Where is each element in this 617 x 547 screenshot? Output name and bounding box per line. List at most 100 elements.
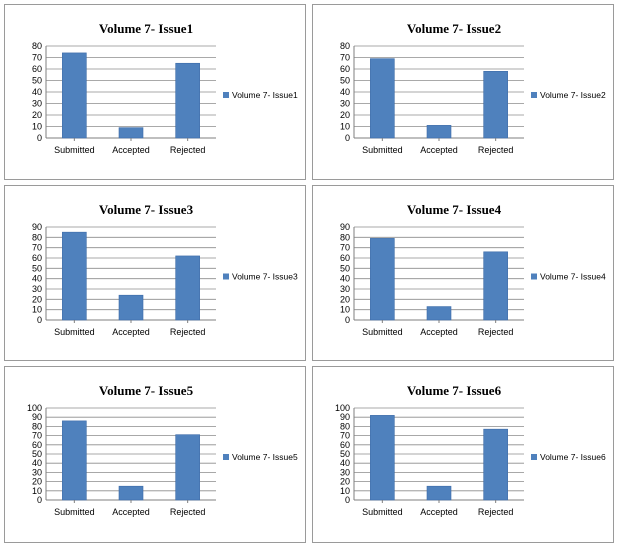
y-tick-label: 10 xyxy=(340,122,350,132)
legend-swatch xyxy=(223,273,229,280)
legend-label: Volume 7- Issue2 xyxy=(540,90,606,100)
chart-title: Volume 7- Issue4 xyxy=(407,202,502,217)
y-tick-label: 10 xyxy=(340,486,350,496)
y-tick-label: 30 xyxy=(340,467,350,477)
y-tick-label: 0 xyxy=(37,315,42,325)
x-tick-label: Accepted xyxy=(420,327,458,337)
y-tick-label: 70 xyxy=(32,53,42,63)
chart-title: Volume 7- Issue6 xyxy=(407,383,502,398)
y-tick-label: 10 xyxy=(340,305,350,315)
y-tick-label: 40 xyxy=(32,274,42,284)
y-tick-label: 90 xyxy=(32,222,42,232)
y-tick-label: 50 xyxy=(32,263,42,273)
bar-accepted xyxy=(426,485,452,501)
bar-accepted xyxy=(426,125,452,139)
chart-panel-4: Volume 7- Issue4 0 10 20 30 40 50 60 70 80 90 Submi… xyxy=(312,185,614,361)
x-tick-label: Rejected xyxy=(478,507,514,517)
y-tick-label: 50 xyxy=(340,449,350,459)
y-tick-label: 40 xyxy=(340,274,350,284)
bar-rejected xyxy=(175,434,200,501)
y-tick-label: 70 xyxy=(32,243,42,253)
x-tick-label: Rejected xyxy=(478,145,514,155)
chart-panel-5: Volume 7- Issue5 0 10 20 30 40 50 60 70 80 90 100 Su… xyxy=(4,366,306,543)
legend-label: Volume 7- Issue1 xyxy=(232,90,298,100)
bar-submitted xyxy=(62,420,87,501)
y-tick-label: 80 xyxy=(32,41,42,51)
x-tick-label: Rejected xyxy=(170,145,206,155)
y-tick-label: 10 xyxy=(32,486,42,496)
y-tick-label: 70 xyxy=(340,431,350,441)
bar-rejected xyxy=(175,62,200,139)
bar-accepted xyxy=(118,127,144,139)
x-tick-label: Accepted xyxy=(420,507,458,517)
chart-panel-1: Volume 7- Issue1 0 10 20 30 40 50 60 70 80 Submitt… xyxy=(4,4,306,180)
y-tick-label: 0 xyxy=(37,133,42,143)
chart-title: Volume 7- Issue1 xyxy=(99,21,193,36)
y-tick-label: 70 xyxy=(32,431,42,441)
bar-submitted xyxy=(370,238,395,321)
y-tick-label: 100 xyxy=(27,403,42,413)
y-tick-label: 50 xyxy=(32,76,42,86)
legend-label: Volume 7- Issue5 xyxy=(232,452,298,462)
y-tick-label: 0 xyxy=(37,495,42,505)
y-tick-label: 20 xyxy=(340,110,350,120)
y-tick-label: 10 xyxy=(32,122,42,132)
y-tick-label: 90 xyxy=(32,412,42,422)
legend-swatch xyxy=(531,92,537,98)
chart-title: Volume 7- Issue3 xyxy=(99,202,194,217)
y-tick-label: 20 xyxy=(340,294,350,304)
y-tick-label: 50 xyxy=(340,263,350,273)
bar-rejected xyxy=(483,428,508,501)
y-tick-label: 60 xyxy=(340,64,350,74)
y-tick-label: 80 xyxy=(32,232,42,242)
y-tick-label: 60 xyxy=(340,440,350,450)
y-tick-label: 50 xyxy=(32,449,42,459)
y-tick-label: 60 xyxy=(340,253,350,263)
bar-rejected xyxy=(175,255,200,321)
y-tick-label: 20 xyxy=(340,477,350,487)
y-tick-label: 90 xyxy=(340,412,350,422)
x-tick-label: Accepted xyxy=(420,145,458,155)
y-tick-label: 90 xyxy=(340,222,350,232)
y-tick-label: 20 xyxy=(32,110,42,120)
chart-title: Volume 7- Issue2 xyxy=(407,21,501,36)
x-tick-label: Submitted xyxy=(362,327,403,337)
x-tick-label: Accepted xyxy=(112,327,150,337)
x-tick-label: Rejected xyxy=(478,327,514,337)
bar-submitted xyxy=(62,231,87,321)
y-tick-label: 30 xyxy=(340,284,350,294)
y-tick-label: 80 xyxy=(340,232,350,242)
y-tick-label: 40 xyxy=(32,458,42,468)
y-tick-label: 40 xyxy=(340,87,350,97)
x-tick-label: Rejected xyxy=(170,327,206,337)
bar-rejected xyxy=(483,251,508,321)
y-tick-label: 70 xyxy=(340,53,350,63)
y-tick-label: 80 xyxy=(340,421,350,431)
y-tick-label: 20 xyxy=(32,294,42,304)
y-tick-label: 60 xyxy=(32,253,42,263)
y-tick-label: 60 xyxy=(32,64,42,74)
legend-swatch xyxy=(531,454,537,460)
y-tick-label: 0 xyxy=(345,495,350,505)
y-tick-label: 0 xyxy=(345,315,350,325)
y-tick-label: 30 xyxy=(32,467,42,477)
y-tick-label: 70 xyxy=(340,243,350,253)
bar-accepted xyxy=(426,306,452,321)
bar-submitted xyxy=(62,52,87,139)
legend-swatch xyxy=(223,92,229,98)
x-tick-label: Submitted xyxy=(54,507,95,517)
chart-panel-3: Volume 7- Issue3 0 10 20 30 40 50 60 70 80 90 Submi… xyxy=(4,185,306,361)
y-tick-label: 80 xyxy=(32,421,42,431)
x-tick-label: Rejected xyxy=(170,507,206,517)
y-tick-label: 100 xyxy=(335,403,350,413)
legend-swatch xyxy=(531,273,537,280)
legend-label: Volume 7- Issue4 xyxy=(540,272,606,282)
legend-label: Volume 7- Issue6 xyxy=(540,452,606,462)
legend-label: Volume 7- Issue3 xyxy=(232,272,298,282)
y-tick-label: 30 xyxy=(32,99,42,109)
